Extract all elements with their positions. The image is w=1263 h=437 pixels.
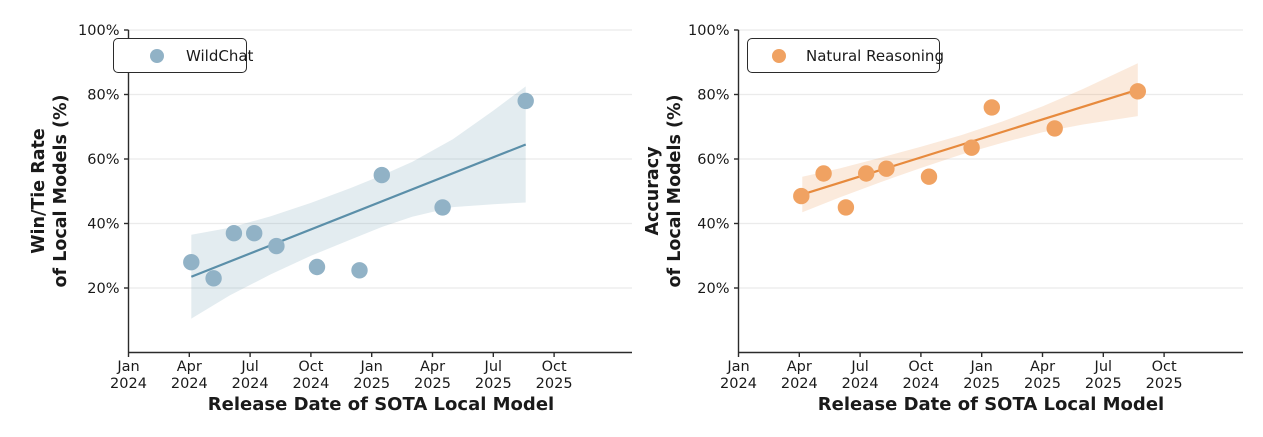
x-tick-label: Apr (1030, 359, 1055, 375)
data-point (308, 258, 326, 276)
data-point (268, 237, 285, 255)
data-point (858, 165, 875, 182)
data-point (815, 165, 832, 182)
x-tick-label-year: 2025 (536, 376, 573, 392)
data-point (517, 92, 534, 110)
y-tick-label: 60% (697, 152, 729, 168)
x-tick-label-year: 2024 (842, 376, 879, 392)
right-legend-label: Natural Reasoning (806, 46, 944, 65)
x-tick-label: Jul (240, 359, 259, 375)
y-tick-label: 100% (78, 23, 119, 39)
right-y-axis-label: Accuracy of Local Models (%) (642, 94, 686, 287)
natural-reasoning-legend-marker-icon (772, 48, 786, 63)
right-y-axis-label-line1: Accuracy (643, 146, 663, 236)
x-tick-label: Oct (908, 359, 933, 375)
data-point (373, 166, 390, 184)
right-y-axis-label-line2: of Local Models (%) (665, 94, 685, 288)
left-legend-label: WildChat (186, 46, 254, 65)
data-point (920, 168, 938, 185)
data-point (837, 199, 855, 216)
x-tick-label-year: 2025 (353, 376, 390, 392)
x-tick-label: Jan (970, 359, 993, 375)
left-y-axis-label: Win/Tie Rate of Local Models (%) (28, 94, 72, 287)
x-tick-label: Jul (850, 359, 869, 375)
x-tick-label-year: 2024 (171, 376, 208, 392)
y-tick-label: 80% (87, 88, 119, 104)
right-legend: Natural Reasoning (747, 38, 944, 73)
data-point (963, 139, 980, 156)
x-tick-label: Oct (1152, 359, 1177, 375)
data-point (225, 225, 243, 242)
x-tick-label: Apr (177, 359, 202, 375)
data-point (1129, 83, 1147, 100)
confidence-band (191, 86, 526, 319)
x-tick-label: Jul (484, 359, 503, 375)
data-point (246, 225, 263, 242)
y-tick-label: 40% (87, 217, 119, 233)
left-legend: WildChat (113, 38, 253, 73)
x-tick-label-year: 2024 (232, 376, 269, 392)
x-tick-label: Apr (420, 359, 445, 375)
x-tick-label-year: 2025 (1024, 376, 1061, 392)
right-x-axis-label: Release Date of SOTA Local Model (817, 394, 1165, 415)
x-tick-label: Jan (360, 359, 383, 375)
data-point (183, 254, 200, 271)
left-x-axis-label: Release Date of SOTA Local Model (207, 394, 555, 415)
y-tick-label: 20% (87, 281, 119, 297)
y-tick-label: 20% (697, 281, 729, 297)
x-tick-label-year: 2025 (414, 376, 451, 392)
x-tick-label-year: 2024 (292, 376, 329, 392)
x-tick-label: Jan (116, 359, 139, 375)
y-tick-label: 80% (697, 88, 729, 104)
data-point (205, 270, 222, 287)
left-y-axis-label-line1: Win/Tie Rate (29, 128, 49, 254)
x-tick-label: Oct (542, 359, 567, 375)
x-tick-label-year: 2025 (963, 376, 1000, 392)
x-tick-label-year: 2025 (475, 376, 512, 392)
x-tick-label: Jan (726, 359, 749, 375)
left-y-axis-label-line2: of Local Models (%) (51, 94, 71, 288)
y-tick-label: 100% (688, 23, 729, 39)
x-tick-label-year: 2024 (781, 376, 818, 392)
x-tick-label: Apr (787, 359, 812, 375)
x-tick-label-year: 2024 (720, 376, 757, 392)
trend-line (190, 143, 527, 278)
confidence-band (802, 63, 1138, 213)
data-point (983, 99, 1000, 116)
data-point (351, 262, 368, 279)
x-tick-label-year: 2025 (1085, 376, 1122, 392)
x-tick-label-year: 2024 (110, 376, 147, 392)
wildchat-legend-marker-icon (150, 48, 164, 63)
x-tick-label: Jul (1094, 359, 1113, 375)
data-point (1046, 120, 1063, 137)
data-point (434, 199, 451, 216)
y-tick-label: 60% (87, 152, 119, 168)
x-tick-label: Oct (298, 359, 323, 375)
y-tick-label: 40% (697, 217, 729, 233)
x-tick-label-year: 2025 (1146, 376, 1183, 392)
data-point (878, 160, 895, 177)
data-point (793, 187, 810, 205)
x-tick-label-year: 2024 (902, 376, 939, 392)
